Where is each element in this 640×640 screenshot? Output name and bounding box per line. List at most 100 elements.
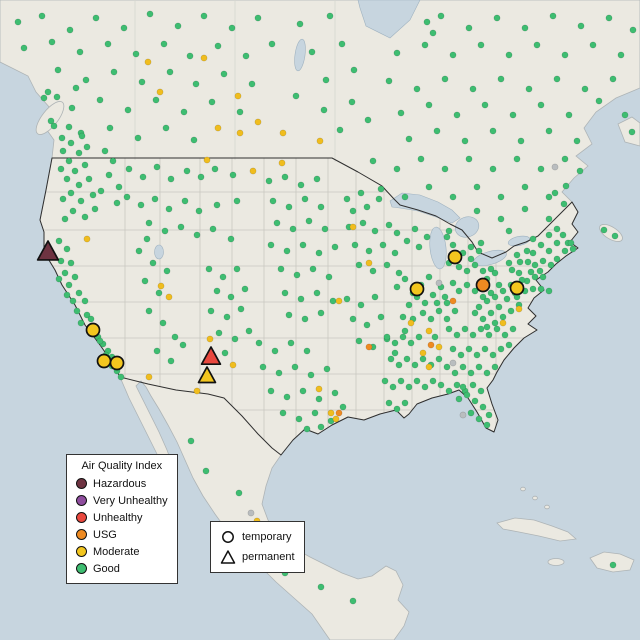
monitor-dot-good[interactable] xyxy=(395,269,403,277)
monitor-dot-good[interactable] xyxy=(485,331,493,339)
monitor-dot-good[interactable] xyxy=(375,195,383,203)
monitor-dot-good[interactable] xyxy=(413,377,421,385)
monitor-dot-good[interactable] xyxy=(417,155,425,163)
monitor-dot-good[interactable] xyxy=(315,249,323,257)
monitor-dot-good[interactable] xyxy=(81,213,89,221)
monitor-dot-good[interactable] xyxy=(521,205,529,213)
monitor-dot-good[interactable] xyxy=(320,106,328,114)
monitor-dot-good[interactable] xyxy=(47,117,55,125)
monitor-dot-good[interactable] xyxy=(397,377,405,385)
monitor-dot-good[interactable] xyxy=(343,295,351,303)
monitor-dot-good[interactable] xyxy=(292,92,300,100)
monitor-dot-good[interactable] xyxy=(66,26,74,34)
monitor-dot-good[interactable] xyxy=(55,275,63,283)
monitor-dot-good[interactable] xyxy=(391,249,399,257)
monitor-dot-good[interactable] xyxy=(104,40,112,48)
monitor-dot-good[interactable] xyxy=(77,197,85,205)
monitor-dot-good[interactable] xyxy=(531,261,539,269)
monitor-dot-good[interactable] xyxy=(609,75,617,83)
monitor-dot-good[interactable] xyxy=(231,335,239,343)
monitor-dot-good[interactable] xyxy=(113,199,121,207)
monitor-dot-good[interactable] xyxy=(455,287,463,295)
monitor-dot-good[interactable] xyxy=(595,97,603,105)
monitor-dot-good[interactable] xyxy=(473,183,481,191)
monitor-dot-good[interactable] xyxy=(493,325,501,333)
monitor-dot-good[interactable] xyxy=(609,561,617,569)
monitor-dot-good[interactable] xyxy=(537,101,545,109)
permanent-monitor-moderate[interactable] xyxy=(197,366,217,384)
monitor-dot-good[interactable] xyxy=(429,377,437,385)
monitor-dot-good[interactable] xyxy=(411,225,419,233)
monitor-dot-good[interactable] xyxy=(473,351,481,359)
monitor-dot-good[interactable] xyxy=(545,287,553,295)
monitor-dot-good[interactable] xyxy=(187,437,195,445)
monitor-dot-good[interactable] xyxy=(357,189,365,197)
monitor-dot-moderate[interactable] xyxy=(278,159,286,167)
monitor-dot-good[interactable] xyxy=(241,285,249,293)
monitor-dot-good[interactable] xyxy=(487,289,495,297)
monitor-dot-moderate[interactable] xyxy=(335,297,343,305)
monitor-dot-good[interactable] xyxy=(124,106,132,114)
monitor-dot-good[interactable] xyxy=(190,136,198,144)
monitor-dot-good[interactable] xyxy=(385,221,393,229)
monitor-dot-good[interactable] xyxy=(357,301,365,309)
monitor-dot-moderate[interactable] xyxy=(165,293,173,301)
monitor-dot-good[interactable] xyxy=(453,331,461,339)
monitor-dot-good[interactable] xyxy=(445,325,453,333)
monitor-dot-good[interactable] xyxy=(393,405,401,413)
monitor-dot-good[interactable] xyxy=(78,132,86,140)
monitor-dot-good[interactable] xyxy=(308,48,316,56)
monitor-dot-good[interactable] xyxy=(82,76,90,84)
monitor-dot-good[interactable] xyxy=(363,321,371,329)
monitor-dot-good[interactable] xyxy=(413,85,421,93)
monitor-dot-good[interactable] xyxy=(289,225,297,233)
monitor-dot-good[interactable] xyxy=(495,303,503,311)
monitor-dot-good[interactable] xyxy=(537,241,545,249)
monitor-dot-good[interactable] xyxy=(291,363,299,371)
monitor-dot-good[interactable] xyxy=(483,421,491,429)
monitor-dot-good[interactable] xyxy=(355,261,363,269)
monitor-dot-good[interactable] xyxy=(76,48,84,56)
monitor-dot-good[interactable] xyxy=(497,75,505,83)
monitor-dot-good[interactable] xyxy=(285,203,293,211)
monitor-dot-good[interactable] xyxy=(355,337,363,345)
monitor-dot-good[interactable] xyxy=(186,52,194,60)
monitor-dot-good[interactable] xyxy=(365,247,373,255)
monitor-dot-good[interactable] xyxy=(521,24,529,32)
monitor-dot-good[interactable] xyxy=(491,363,499,371)
monitor-dot-good[interactable] xyxy=(553,225,561,233)
monitor-dot-good[interactable] xyxy=(483,369,491,377)
monitor-dot-moderate[interactable] xyxy=(349,223,357,231)
monitor-dot-good[interactable] xyxy=(301,195,309,203)
monitor-dot-good[interactable] xyxy=(311,409,319,417)
monitor-dot-good[interactable] xyxy=(193,231,201,239)
monitor-dot-good[interactable] xyxy=(461,325,469,333)
monitor-dot-moderate[interactable] xyxy=(249,167,257,175)
monitor-dot-good[interactable] xyxy=(503,295,511,303)
monitor-dot-good[interactable] xyxy=(463,267,471,275)
monitor-dot-good[interactable] xyxy=(223,313,231,321)
monitor-dot-good[interactable] xyxy=(165,205,173,213)
monitor-dot-good[interactable] xyxy=(501,331,509,339)
monitor-dot-good[interactable] xyxy=(197,173,205,181)
monitor-dot-good[interactable] xyxy=(393,49,401,57)
monitor-dot-good[interactable] xyxy=(533,41,541,49)
monitor-dot-moderate[interactable] xyxy=(254,118,262,126)
monitor-dot-good[interactable] xyxy=(281,289,289,297)
monitor-dot-good[interactable] xyxy=(183,167,191,175)
monitor-dot-good[interactable] xyxy=(445,387,453,395)
monitor-dot-good[interactable] xyxy=(537,285,545,293)
monitor-dot-good[interactable] xyxy=(285,311,293,319)
monitor-dot-good[interactable] xyxy=(423,233,431,241)
monitor-dot-moderate[interactable] xyxy=(145,373,153,381)
monitor-dot-good[interactable] xyxy=(405,135,413,143)
monitor-dot-good[interactable] xyxy=(421,299,429,307)
monitor-dot-good[interactable] xyxy=(469,85,477,93)
monitor-dot-good[interactable] xyxy=(491,319,499,327)
temporary-monitor-usg[interactable] xyxy=(475,277,491,293)
monitor-dot-good[interactable] xyxy=(69,297,77,305)
monitor-dot-good[interactable] xyxy=(545,193,553,201)
monitor-dot-good[interactable] xyxy=(301,315,309,323)
monitor-dot-good[interactable] xyxy=(509,111,517,119)
monitor-dot-good[interactable] xyxy=(38,12,46,20)
